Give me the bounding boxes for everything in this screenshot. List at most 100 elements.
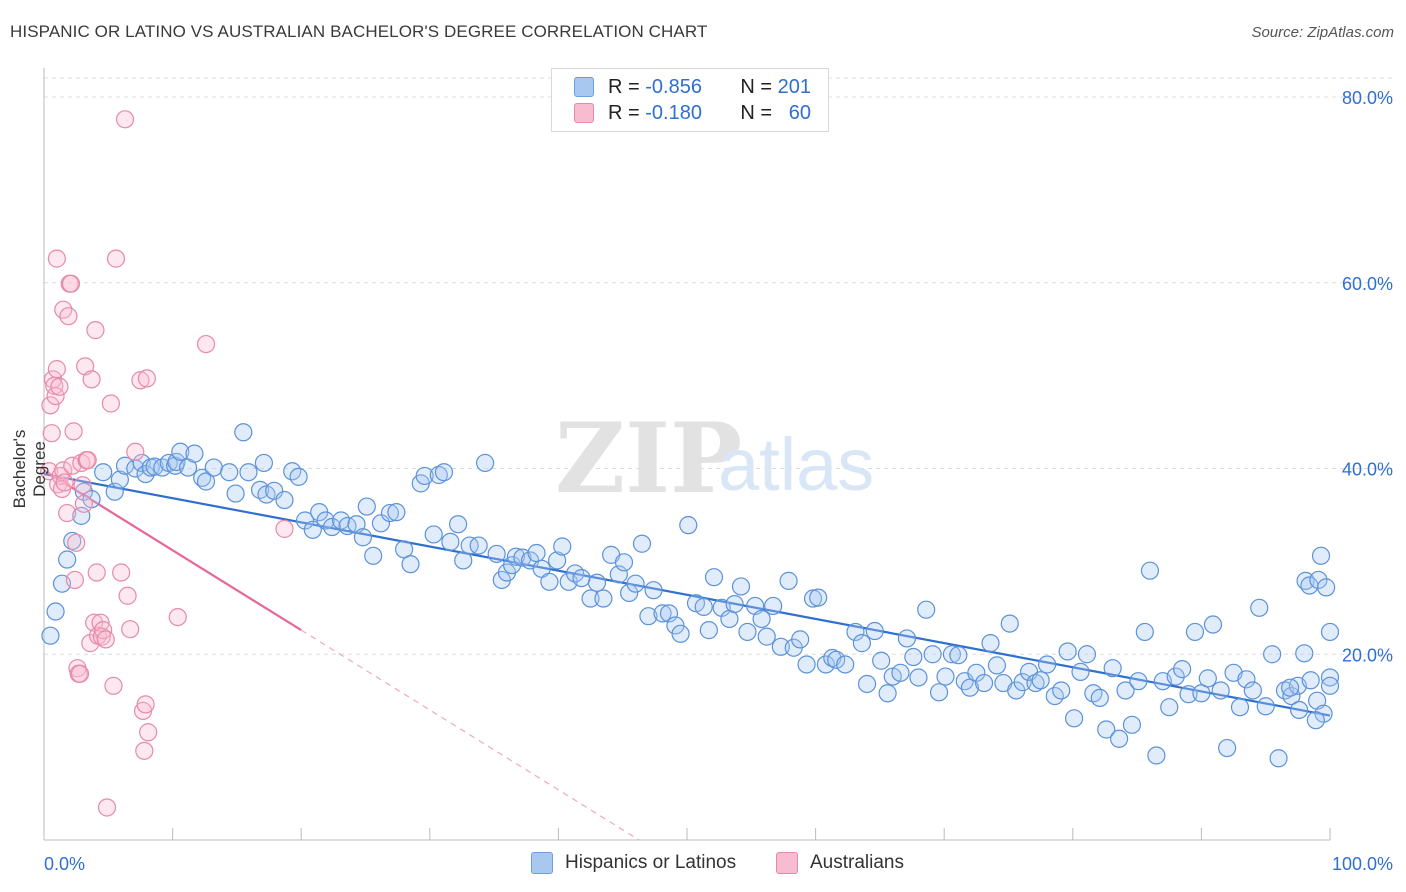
point-hispanic (1000, 614, 1019, 633)
point-hispanic (1317, 578, 1336, 597)
point-hispanic (1135, 622, 1154, 642)
x-tick-label-min: 0.0% (44, 854, 85, 874)
source-credit: Source: ZipAtlas.com (1251, 24, 1394, 41)
point-hispanic (1013, 673, 1032, 692)
legend-item-hispanics[interactable]: Hispanics or Latinos (531, 852, 736, 874)
point-hispanic (1263, 645, 1282, 664)
point-hispanic (1281, 678, 1300, 697)
point-hispanic (653, 604, 672, 623)
point-hispanic (1037, 655, 1057, 674)
point-australian (40, 462, 59, 481)
point-hispanic (1097, 720, 1116, 739)
y-tick-label: 20.0% (1342, 645, 1393, 665)
point-hispanic (929, 683, 949, 702)
point-hispanic (322, 517, 342, 537)
point-australian (42, 424, 61, 443)
point-hispanic (757, 627, 776, 646)
point-hispanic (987, 656, 1007, 675)
point-hispanic (1090, 688, 1109, 708)
legend-n-label: N = (740, 75, 773, 98)
point-hispanic (872, 651, 891, 670)
point-hispanic (196, 472, 216, 491)
axes (43, 68, 1331, 841)
point-hispanic (803, 589, 823, 608)
point-hispanic (220, 463, 239, 482)
point-hispanic (1243, 681, 1262, 700)
grid-lines (44, 77, 1392, 655)
legend-r-value: -0.856 (645, 75, 702, 98)
point-hispanic (725, 594, 744, 614)
point-hispanic (167, 452, 186, 472)
point-hispanic (145, 457, 164, 476)
tick-labels: 20.0% 40.0% 60.0% 80.0% 0.0% 100.0% (44, 88, 1393, 874)
point-hispanic (1122, 715, 1142, 734)
legend-row-australian: R = -0.180 N = 60 (574, 101, 811, 125)
point-hispanic (1071, 662, 1090, 681)
point-hispanic (1064, 709, 1084, 728)
point-hispanic (487, 544, 506, 564)
y-tick-label: 60.0% (1342, 274, 1393, 294)
legend-swatch-australian (574, 103, 594, 123)
point-hispanic (1218, 738, 1237, 758)
point-hispanic (609, 565, 628, 584)
point-hispanic (836, 655, 855, 674)
point-australian (139, 723, 158, 742)
point-hispanic (764, 596, 783, 616)
point-hispanic (1179, 685, 1198, 704)
legend-r-label: R = (608, 101, 640, 124)
point-australian (78, 451, 97, 470)
point-hispanic (338, 516, 357, 536)
point-hispanic (1211, 681, 1230, 700)
point-hispanic (949, 646, 968, 665)
watermark-zip: ZIP (555, 402, 742, 515)
point-hispanic (1198, 669, 1217, 688)
point-hispanic (1290, 700, 1309, 720)
point-hispanic (434, 463, 454, 482)
point-hispanic (527, 543, 546, 563)
point-australian (86, 321, 105, 340)
point-hispanic (371, 514, 391, 533)
point-hispanic (1306, 711, 1325, 730)
point-australian (135, 741, 154, 760)
point-hispanic (974, 673, 994, 693)
point-hispanic (816, 655, 835, 674)
data-points (40, 110, 1340, 817)
point-hispanic (1301, 671, 1320, 690)
point-hispanic (353, 528, 373, 547)
point-australian (97, 798, 117, 817)
point-australian (70, 664, 90, 683)
point-hispanic (239, 463, 258, 482)
point-australian (67, 533, 86, 552)
point-hispanic (967, 663, 986, 682)
point-australian (65, 570, 84, 590)
point-hispanic (1203, 615, 1223, 634)
point-hispanic (1256, 697, 1275, 716)
legend-item-australians[interactable]: Australians (776, 852, 904, 874)
point-australian (136, 695, 155, 714)
point-hispanic (626, 574, 645, 593)
point-australian (196, 334, 216, 354)
point-australian (118, 586, 137, 605)
point-australian (41, 396, 60, 415)
point-hispanic (380, 503, 400, 523)
point-hispanic (1052, 681, 1071, 700)
point-hispanic (401, 555, 420, 574)
point-australian (137, 369, 156, 388)
point-hispanic (694, 597, 713, 616)
point-hispanic (1103, 659, 1122, 678)
point-hispanic (1026, 673, 1045, 693)
point-hispanic (234, 423, 253, 442)
point-australian (47, 360, 66, 379)
point-hispanic (620, 583, 639, 603)
point-hispanic (1230, 698, 1250, 717)
chart-title: HISPANIC OR LATINO VS AUSTRALIAN BACHELO… (10, 22, 708, 41)
y-axis-label: Bachelor's Degree (10, 429, 49, 509)
legend-n-value: 60 (788, 101, 811, 124)
point-hispanic (904, 647, 923, 667)
point-hispanic (469, 536, 488, 555)
point-australian (115, 110, 135, 129)
point-hispanic (699, 621, 718, 640)
legend-n-value: 201 (777, 75, 811, 98)
point-hispanic (254, 453, 274, 473)
